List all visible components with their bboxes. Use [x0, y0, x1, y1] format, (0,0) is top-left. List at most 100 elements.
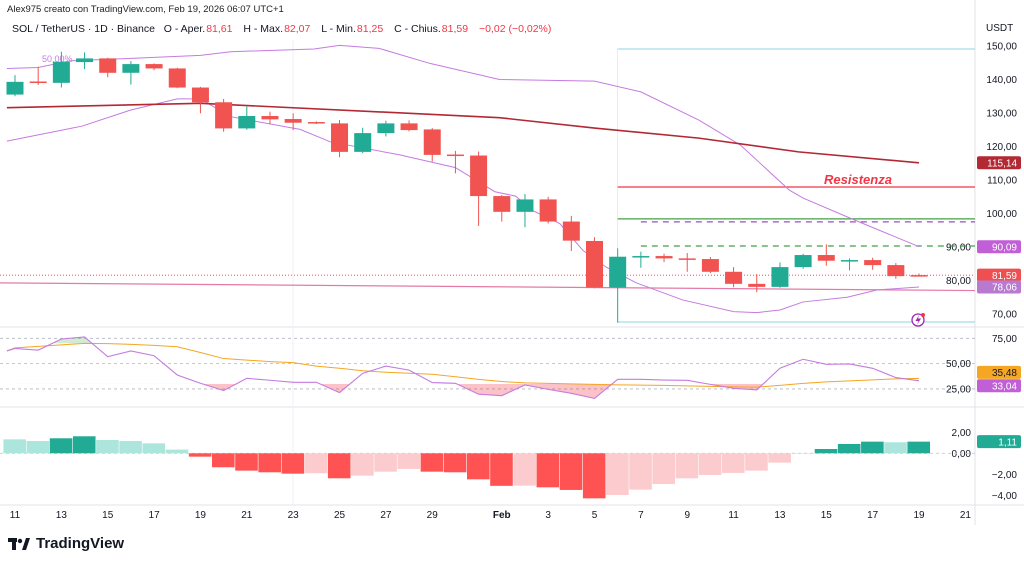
price-tick-label: 110,00 — [987, 176, 1017, 187]
trend-line — [0, 282, 976, 292]
candle-body — [910, 275, 928, 277]
candle-body — [725, 271, 743, 284]
candle — [307, 121, 325, 125]
time-tick-label: 29 — [427, 510, 439, 521]
time-tick-label: 17 — [149, 510, 161, 521]
macd-histogram-bar — [165, 449, 189, 454]
symbol-legend: SOL / TetherUS · 1D · Binance O - Aper.8… — [12, 23, 559, 35]
candle — [493, 195, 511, 222]
macd-histogram-bar — [258, 453, 281, 473]
candle — [748, 274, 766, 293]
badge-text: 78,06 — [992, 283, 1017, 294]
time-tick-label: 9 — [684, 510, 690, 521]
macd-histogram-bar — [582, 453, 606, 499]
macd-histogram-bar — [675, 453, 699, 479]
badge-text: 115,14 — [987, 158, 1017, 169]
badge-bg — [977, 156, 1021, 170]
macd-histogram-bar — [698, 453, 722, 475]
candle-body — [29, 81, 47, 84]
candle — [52, 51, 70, 88]
candle — [887, 263, 905, 279]
badge-bg — [977, 435, 1021, 449]
candle — [238, 106, 256, 130]
time-tick-label: 19 — [913, 510, 925, 521]
candle — [910, 273, 928, 277]
rsi-oversold-fill — [15, 383, 920, 399]
time-tick-label: 3 — [545, 510, 551, 521]
lightning-alert-icon[interactable] — [911, 313, 925, 327]
macd-histogram-bar — [26, 441, 50, 454]
candle — [725, 267, 743, 288]
candle-body — [377, 123, 395, 134]
candle-body — [168, 68, 186, 88]
candle — [632, 251, 650, 268]
candle — [354, 127, 372, 154]
candle — [864, 257, 882, 270]
resistance-label: Resistenza — [824, 172, 892, 187]
macd-histogram-bar — [513, 453, 536, 486]
price-tick-label: 150,00 — [986, 42, 1017, 53]
candle-body — [748, 283, 766, 287]
macd-histogram-bar — [884, 442, 907, 454]
time-tick-label: 17 — [867, 510, 879, 521]
candle — [562, 215, 580, 252]
brand-name: TradingView — [36, 535, 125, 552]
macd-histogram-bar — [559, 453, 583, 490]
candle — [29, 66, 47, 85]
candle — [377, 120, 395, 137]
macd-histogram-bar — [420, 453, 444, 472]
close-value: 81,59 — [441, 23, 469, 35]
rsi-tick-label: 75,00 — [992, 334, 1017, 345]
candle-body — [354, 133, 372, 152]
candle-body — [400, 123, 418, 131]
candle — [145, 63, 163, 71]
candle — [678, 253, 696, 272]
candle — [655, 253, 673, 263]
badge-bg — [977, 240, 1021, 254]
time-tick-label: 27 — [380, 510, 392, 521]
candle — [516, 194, 534, 228]
time-tick-label: 5 — [592, 510, 598, 521]
candle-body — [423, 129, 441, 155]
time-tick-label: 15 — [102, 510, 114, 521]
macd-histogram-bar — [443, 453, 467, 473]
macd-histogram-bar — [837, 443, 861, 454]
tradingview-logo: TradingView — [8, 535, 124, 552]
candle-body — [145, 64, 163, 69]
symbol-title[interactable]: SOL / TetherUS · 1D · Binance — [12, 23, 155, 35]
candle-body — [609, 256, 627, 288]
badge-text: 1,11 — [998, 437, 1017, 448]
fib-label: 50,00% — [42, 54, 73, 64]
macd-histogram-bar — [907, 441, 931, 454]
candle — [168, 67, 186, 89]
time-tick-label: Feb — [493, 510, 511, 521]
candle — [609, 248, 627, 323]
macd-tick-label: −2,00 — [992, 470, 1018, 481]
candle-body — [52, 61, 70, 83]
macd-histogram-bar — [467, 453, 490, 480]
time-tick-label: 23 — [288, 510, 300, 521]
candle-body — [238, 116, 256, 129]
candle-body — [655, 256, 673, 259]
time-tick-label: 25 — [334, 510, 346, 521]
candle-body — [261, 116, 279, 120]
macd-tick-label: −4,00 — [992, 491, 1018, 502]
badge-text: 81,59 — [992, 271, 1017, 282]
bollinger-upper-line — [6, 44, 920, 248]
attribution: Alex975 creato con TradingView.com, Feb … — [7, 4, 284, 15]
time-tick-label: 13 — [774, 510, 786, 521]
macd-histogram-bar — [281, 453, 305, 474]
candle — [284, 113, 302, 131]
candle-body — [794, 255, 812, 268]
candle — [191, 86, 209, 114]
candle-body — [307, 122, 325, 124]
price-badge: 33,04 — [977, 379, 1021, 393]
candle-body — [840, 260, 858, 262]
macd-histogram-bar — [212, 453, 235, 468]
candle — [400, 120, 418, 132]
time-tick-label: 11 — [10, 510, 21, 521]
candle-body — [6, 81, 24, 95]
candle-body — [887, 265, 905, 277]
time-tick-label: 15 — [821, 510, 833, 521]
